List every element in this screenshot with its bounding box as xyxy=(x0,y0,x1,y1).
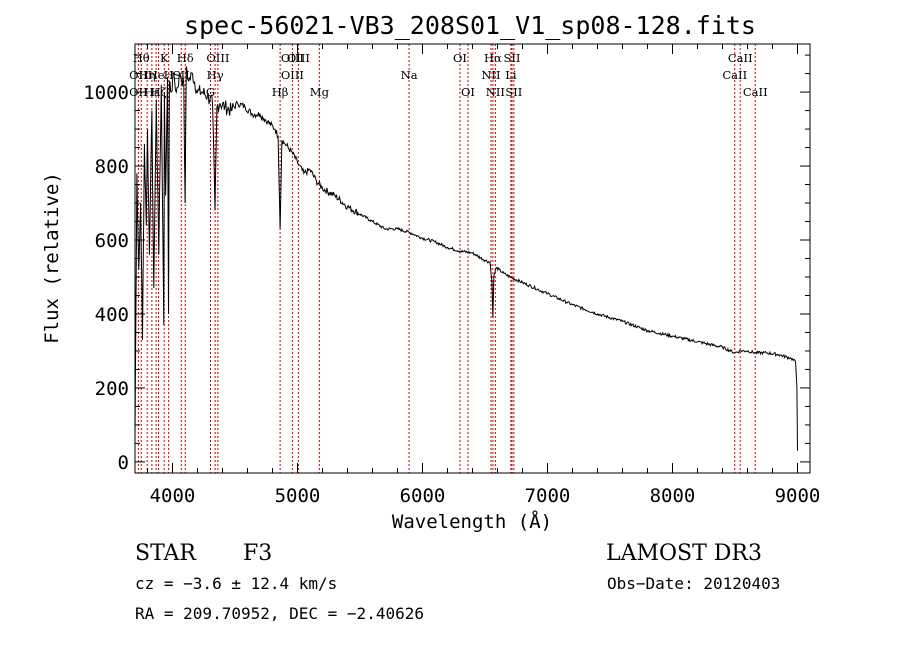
line-marker-label: NII xyxy=(486,85,505,99)
emission-line-markers xyxy=(137,44,756,473)
line-marker-label: Hζ xyxy=(150,85,166,99)
line-marker-label: CaII xyxy=(728,51,753,65)
y-axis-label: Flux (relative) xyxy=(41,172,63,344)
y-tick-label: 200 xyxy=(95,378,129,400)
y-tick-label: 0 xyxy=(118,452,129,474)
line-marker-label: CaII xyxy=(722,68,747,82)
line-marker-label: Li xyxy=(505,68,517,82)
y-axis-ticks: 0 200 400 600 800 1000 xyxy=(83,54,810,474)
line-marker-label: Na xyxy=(401,68,418,82)
line-marker-label: Hθ xyxy=(133,51,150,65)
y-tick-label: 600 xyxy=(95,230,129,252)
line-marker-label: K xyxy=(160,51,169,65)
y-tick-label: 400 xyxy=(95,304,129,326)
line-marker-label: SII xyxy=(505,85,522,99)
observation-date: Obs−Date: 20120403 xyxy=(607,574,780,593)
line-marker-label: OIII xyxy=(281,51,304,65)
line-marker-label: NII xyxy=(481,68,500,82)
object-subclass: F3 xyxy=(243,541,272,566)
spectrum-line xyxy=(134,66,798,451)
x-tick-label: 8000 xyxy=(650,485,696,507)
x-tick-label: 7000 xyxy=(525,485,571,507)
object-class: STAR xyxy=(135,541,197,566)
redshift-readout: cz = −3.6 ± 12.4 km/s xyxy=(135,574,337,593)
survey-name: LAMOST DR3 xyxy=(606,541,762,566)
y-tick-label: 800 xyxy=(95,156,129,178)
x-axis-label: Wavelength (Å) xyxy=(392,510,552,533)
line-marker-label: He xyxy=(148,68,165,82)
line-marker-label: OIII xyxy=(206,51,229,65)
plot-frame xyxy=(134,43,811,474)
line-marker-label: G xyxy=(206,85,215,99)
line-marker-label: OIII xyxy=(281,68,304,82)
line-marker-label: Hε xyxy=(144,85,160,99)
line-marker-label: H xyxy=(164,68,174,82)
line-marker-label: Hβ xyxy=(272,85,289,99)
line-marker-label: Hδ xyxy=(177,51,194,65)
line-marker-label: SII xyxy=(173,68,190,82)
x-tick-label: 4000 xyxy=(150,485,196,507)
y-tick-label: 1000 xyxy=(83,82,129,104)
line-marker-label: Hγ xyxy=(207,68,224,82)
coordinates-readout: RA = 209.70952, DEC = −2.40626 xyxy=(135,604,424,623)
line-marker-label: SII xyxy=(504,51,521,65)
line-marker-label: OI xyxy=(453,51,467,65)
line-marker-label: Mg xyxy=(310,85,330,99)
line-marker-label: OI xyxy=(461,85,475,99)
line-marker-label: Hα xyxy=(484,51,502,65)
x-axis-ticks: 4000 5000 6000 7000 8000 9000 xyxy=(147,44,821,507)
line-marker-label: Hη xyxy=(139,68,156,82)
line-marker-label: CaII xyxy=(743,85,768,99)
x-tick-label: 6000 xyxy=(400,485,446,507)
chart-title: spec-56021-VB3_208S01_V1_sp08-128.fits xyxy=(184,11,756,40)
x-tick-label: 9000 xyxy=(775,485,821,507)
line-marker-label: OII xyxy=(129,68,148,82)
line-marker-label: OIII xyxy=(287,51,310,65)
x-tick-label: 5000 xyxy=(275,485,321,507)
